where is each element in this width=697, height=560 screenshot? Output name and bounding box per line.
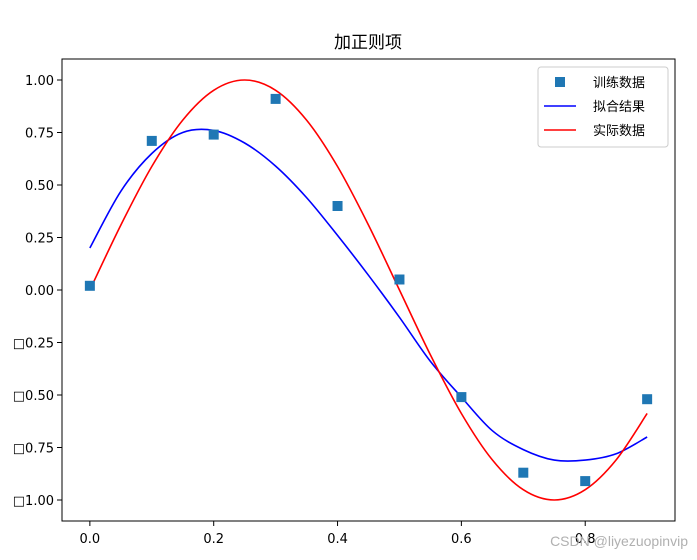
x-tick-label: 0.4: [327, 532, 348, 547]
legend-label: 训练数据: [593, 76, 645, 91]
y-tick-label: 0.00: [25, 284, 54, 299]
data-point: [518, 467, 529, 478]
y-tick-label: 1.00: [25, 74, 54, 89]
y-tick-label: □0.75: [13, 442, 54, 457]
data-point: [332, 201, 343, 211]
series-line-2: [89, 79, 648, 501]
data-point: [146, 135, 157, 146]
legend-label: 拟合结果: [593, 100, 645, 115]
chart-title: 加正则项: [334, 33, 402, 53]
x-tick-label: 0.0: [80, 532, 101, 547]
x-tick-label: 0.8: [575, 532, 596, 547]
legend-label: 实际数据: [593, 124, 645, 139]
plot-area: [84, 79, 653, 501]
data-point: [84, 280, 95, 291]
data-point: [394, 274, 405, 285]
x-tick-label: 0.2: [203, 532, 224, 547]
data-point: [580, 476, 591, 487]
data-point: [456, 392, 467, 403]
y-tick-label: □0.25: [13, 337, 54, 352]
legend-frame: [537, 66, 669, 148]
data-point: [642, 394, 653, 405]
y-tick-label: 0.75: [25, 127, 54, 142]
x-tick-label: 0.6: [451, 532, 472, 547]
series-line-1: [89, 128, 648, 462]
y-tick-label: □0.50: [13, 389, 54, 404]
y-axis: 1.00 0.75 0.50 0.25 0.00 □0.25 □0.50 □0.75 □1.00: [13, 74, 62, 509]
y-tick-label: 0.50: [25, 179, 54, 194]
y-tick-label: □1.00: [13, 494, 54, 509]
x-axis: 0.0 0.2 0.4 0.6 0.8: [80, 521, 596, 547]
data-point: [208, 129, 219, 140]
legend-marker: [555, 77, 565, 87]
data-point: [270, 93, 281, 104]
y-tick-label: 0.25: [25, 232, 54, 247]
watermark: CSDN @liyezuopinvip: [550, 533, 688, 549]
